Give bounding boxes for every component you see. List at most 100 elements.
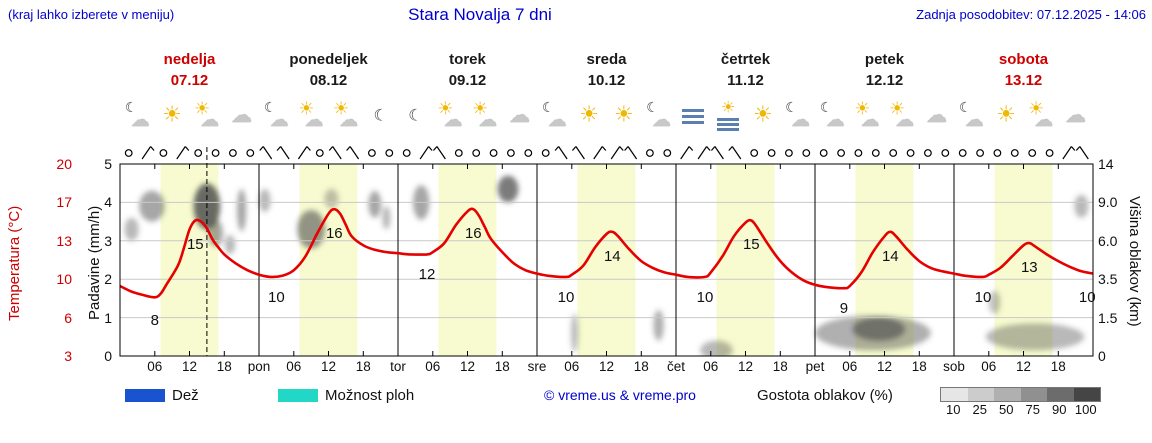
- cloud-height-tick-label: 14: [1098, 156, 1114, 172]
- sun-cloud-icon: ☀ ☁: [333, 98, 359, 131]
- moon-cloud-icon: ☾ ☁: [263, 100, 289, 131]
- x-axis-label: 12: [1015, 359, 1032, 374]
- x-axis-label: čet: [666, 359, 685, 374]
- x-axis-label: 06: [703, 359, 719, 374]
- day-date: 10.12: [587, 72, 626, 89]
- x-axis-label: 18: [633, 359, 649, 374]
- cloud-height-tick-label: 0: [1098, 348, 1106, 364]
- temp-min-label: 10: [1078, 288, 1096, 306]
- cloud-height-tick-label: 3.5: [1098, 271, 1118, 288]
- day-date: 13.12: [1004, 72, 1043, 89]
- x-axis-label: pet: [805, 359, 825, 374]
- cloud-icon: ☁: [1065, 103, 1087, 127]
- x-axis-label: pon: [247, 359, 271, 374]
- temp-max-label: 16: [464, 225, 482, 243]
- temp-min-label: 10: [696, 288, 714, 306]
- sun-cloud-icon: ☀ ☁: [1028, 98, 1054, 131]
- precipitation-tick-label: 1: [104, 309, 112, 326]
- x-axis-label: tor: [390, 359, 406, 374]
- x-axis-label: 18: [355, 359, 371, 374]
- density-segment: [994, 388, 1021, 401]
- x-axis-label: 12: [876, 359, 893, 374]
- temp-min-label: 8: [150, 311, 159, 329]
- cloud-density-scale: [940, 387, 1101, 402]
- day-name: sreda: [586, 51, 627, 68]
- moon-cloud-icon: ☾ ☁: [785, 100, 810, 131]
- sun-icon: ☀: [162, 102, 182, 128]
- cloud-density-label: Gostota oblakov (%): [757, 387, 893, 404]
- sun-icon: ☀: [614, 102, 634, 128]
- density-tick-label: 25: [972, 402, 987, 417]
- density-segment: [1047, 388, 1074, 401]
- precipitation-tick-label: 5: [104, 156, 112, 172]
- copyright-link[interactable]: © vreme.us & vreme.pro: [544, 387, 696, 403]
- wind-symbols: [124, 146, 1089, 160]
- temperature-axis-title: Temperatura (°C): [6, 205, 23, 321]
- last-update-timestamp: Zadnja posodobitev: 07.12.2025 - 14:06: [916, 7, 1146, 22]
- day-name: sobota: [998, 51, 1049, 68]
- x-axis-label: sre: [527, 359, 547, 374]
- page-title: Stara Novalja 7 dni: [408, 5, 552, 24]
- sun-cloud-icon: ☀ ☁: [437, 98, 463, 131]
- x-axis-label: 18: [772, 359, 788, 374]
- density-segment: [967, 388, 994, 401]
- plot-border: [119, 163, 1094, 357]
- x-axis-label: 06: [147, 359, 163, 374]
- x-axis-label: 18: [216, 359, 232, 374]
- temp-max-label: 16: [325, 225, 343, 243]
- x-axis-label: 06: [842, 359, 858, 374]
- day-header: nedelja 07.12: [120, 49, 260, 91]
- temperature-tick-label: 17: [56, 194, 72, 211]
- moon-icon: ☾: [373, 105, 388, 125]
- gridlines: [120, 201, 1093, 319]
- moon-icon: ☾: [408, 105, 423, 125]
- density-tick-label: 75: [1025, 402, 1040, 417]
- day-bands: [160, 164, 1053, 356]
- fog-icon: [676, 96, 710, 134]
- sun-cloud-icon: ☀ ☁: [194, 98, 220, 131]
- day-name: ponedeljek: [289, 51, 368, 68]
- showers-legend-label: Možnost ploh: [325, 387, 415, 404]
- day-header: sreda 10.12: [537, 49, 677, 91]
- sun-cloud-icon: ☀ ☁: [298, 98, 324, 131]
- cloud-height-tick-label: 1.5: [1098, 309, 1118, 326]
- x-axis-label: 18: [494, 359, 510, 374]
- x-axis-label: 06: [286, 359, 302, 374]
- showers-legend-swatch: [278, 389, 318, 402]
- x-axis-label: 12: [320, 359, 337, 374]
- day-date: 08.12: [309, 72, 348, 89]
- density-tick-label: 10: [946, 402, 961, 417]
- sun-icon: ☀: [996, 102, 1016, 128]
- day-header: četrtek 11.12: [676, 49, 816, 91]
- sun-cloud-icon: ☀ ☁: [889, 98, 915, 131]
- sun-icon: ☀: [753, 102, 773, 128]
- menu-hint: (kraj lahko izberete v meniju): [8, 7, 175, 22]
- sun-cloud-icon: ☀ ☁: [472, 98, 498, 131]
- temp-max-label: 14: [881, 247, 899, 265]
- day-date: 07.12: [170, 72, 209, 89]
- sun-icon: ☀: [579, 102, 599, 128]
- cloud-icon: ☁: [231, 103, 253, 127]
- density-segment: [1020, 388, 1047, 401]
- precipitation-tick-label: 4: [104, 194, 112, 211]
- precipitation-tick-label: 2: [104, 271, 112, 288]
- moon-cloud-icon: ☾ ☁: [819, 100, 845, 131]
- x-axis-label: 12: [598, 359, 615, 374]
- cloud-icon: ☁: [509, 103, 531, 127]
- day-date: 12.12: [865, 72, 904, 89]
- day-header: petek 12.12: [815, 49, 955, 91]
- cloud-height-tick-label: 6.0: [1098, 232, 1118, 249]
- temp-max-label: 15: [186, 236, 204, 254]
- temp-max-label: 13: [1020, 259, 1038, 277]
- temp-max-label: 15: [742, 236, 760, 254]
- day-header: ponedeljek 08.12: [259, 49, 399, 91]
- sun-fog-icon: ☀: [711, 96, 745, 134]
- day-name: četrtek: [720, 51, 771, 68]
- moon-cloud-icon: ☾ ☁: [646, 100, 671, 131]
- x-axis-label: 06: [981, 359, 997, 374]
- temp-min-label: 10: [268, 288, 285, 306]
- x-axis-label: 12: [181, 359, 198, 374]
- temp-min-label: 10: [974, 288, 992, 306]
- x-axis-label: sob: [943, 359, 965, 374]
- temp-max-label: 14: [603, 247, 621, 265]
